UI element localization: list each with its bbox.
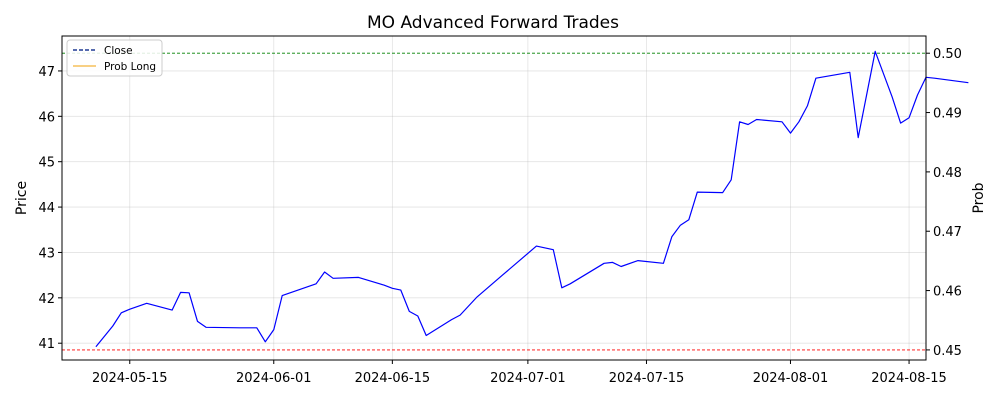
y2-tick-label: 0.45 [933,344,962,359]
y2-tick-label: 0.49 [933,107,962,122]
x-tick-label: 2024-07-15 [609,371,685,386]
y2-tick-label: 0.48 [933,166,962,181]
y-tick-label: 41 [38,337,55,352]
y-tick-label: 47 [38,65,55,80]
x-tick-label: 2024-08-15 [871,371,947,386]
legend-label-prob-long: Prob Long [104,61,156,73]
reference-lines [62,52,926,351]
x-tick-label: 2024-06-01 [236,371,312,386]
y2-tick-label: 0.50 [933,47,962,62]
legend-label-close: Close [104,45,133,57]
x-tick-label: 2024-08-01 [753,371,829,386]
x-tick-label: 2024-05-15 [92,371,168,386]
y-tick-label: 46 [38,110,55,125]
x-tick-label: 2024-07-01 [490,371,566,386]
y-tick-label: 42 [38,292,55,307]
series-layer [95,50,969,348]
y-axis-label: Price [14,181,30,215]
y-axis-ticks: 41 42 43 44 45 46 47 [38,65,62,352]
plot-frame [61,35,927,361]
x-axis-ticks: 2024-05-15 2024-06-01 2024-06-15 2024-07-01… [92,360,947,386]
y2-tick-label: 0.47 [933,225,962,240]
chart-title: MO Advanced Forward Trades [367,13,619,33]
legend-box [66,39,163,77]
y-tick-label: 44 [38,201,55,216]
x-tick-label: 2024-06-15 [355,371,431,386]
grid-layer [62,36,926,360]
series-line-close [95,50,969,348]
y-tick-label: 43 [38,246,55,261]
y2-axis-label: Prob [971,182,987,213]
y2-axis-ticks: 0.45 0.46 0.47 0.48 0.49 0.50 [926,47,962,359]
y-tick-label: 45 [38,156,55,171]
y2-tick-label: 0.46 [933,285,962,300]
legend: Close Prob Long [66,39,163,77]
